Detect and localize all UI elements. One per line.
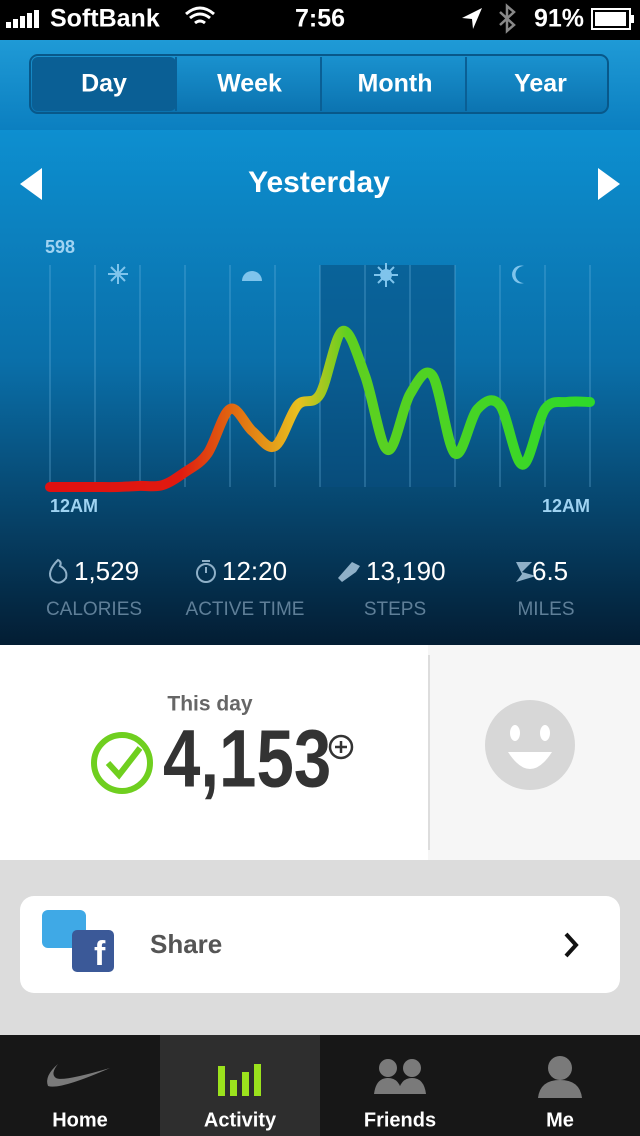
segment-dividers bbox=[175, 57, 467, 111]
smiley-mouth bbox=[508, 752, 552, 769]
period-tab[interactable]: Year bbox=[514, 70, 567, 98]
goal-check bbox=[105, 746, 143, 780]
bluetooth-icon bbox=[499, 3, 516, 34]
home-icon bbox=[47, 1064, 110, 1087]
activity-line bbox=[45, 326, 595, 493]
x-label: 12AM bbox=[50, 496, 98, 516]
next-arrow[interactable] bbox=[598, 168, 620, 200]
x-label: 12AM bbox=[542, 496, 590, 516]
prev-arrow[interactable] bbox=[20, 168, 42, 200]
tab-label[interactable]: Activity bbox=[204, 1109, 277, 1131]
carrier: SoftBank bbox=[50, 5, 160, 33]
battery-level bbox=[595, 12, 626, 26]
y-tick-label: 598 bbox=[45, 237, 75, 257]
tab-selected bbox=[160, 1035, 320, 1136]
wifi-icon bbox=[185, 6, 215, 25]
stat-value: 13,190 bbox=[366, 556, 446, 586]
period-tab[interactable]: Month bbox=[358, 70, 433, 98]
battery-icon bbox=[591, 8, 631, 30]
battery-text: 91% bbox=[534, 5, 584, 33]
stat-value: 1,529 bbox=[74, 556, 139, 586]
facebook-icon bbox=[72, 930, 114, 972]
plus-icon[interactable] bbox=[328, 734, 354, 760]
period-tab[interactable]: Day bbox=[81, 70, 127, 98]
share-chevron bbox=[564, 932, 579, 958]
time-icons bbox=[108, 263, 524, 287]
status-bar bbox=[0, 0, 640, 40]
friends-icon bbox=[374, 1059, 426, 1094]
clock: 7:56 bbox=[295, 5, 345, 33]
summary-label: This day bbox=[167, 693, 253, 716]
stat-value: 12:20 bbox=[222, 556, 287, 586]
stat-label: CALORIES bbox=[46, 599, 142, 620]
grid bbox=[49, 265, 591, 487]
plus-sign bbox=[335, 741, 347, 753]
date-title: Yesterday bbox=[248, 166, 390, 199]
period-tab[interactable]: Week bbox=[217, 70, 282, 98]
tab-label[interactable]: Home bbox=[52, 1109, 108, 1131]
battery-tip bbox=[631, 15, 634, 23]
tab-label[interactable]: Friends bbox=[364, 1109, 436, 1131]
stat-icons bbox=[49, 558, 536, 584]
tab-label[interactable]: Me bbox=[546, 1109, 574, 1131]
smiley bbox=[485, 700, 575, 790]
goal-check-ring bbox=[91, 732, 153, 794]
facebook-f: f bbox=[94, 935, 106, 973]
stat-value: 6.5 bbox=[532, 556, 568, 586]
smiley-eye bbox=[540, 725, 550, 741]
share-label: Share bbox=[150, 929, 222, 959]
fuel-value: 4,153 bbox=[163, 712, 331, 804]
stat-label: STEPS bbox=[364, 599, 426, 620]
smiley-eye bbox=[510, 725, 520, 741]
me-icon bbox=[538, 1056, 582, 1098]
selected-segment bbox=[32, 57, 176, 111]
share-button[interactable] bbox=[20, 896, 620, 993]
stat-label: MILES bbox=[517, 599, 574, 620]
location-icon bbox=[462, 8, 482, 29]
signal bbox=[6, 10, 39, 28]
stat-label: ACTIVE TIME bbox=[186, 599, 305, 620]
activity-icon bbox=[218, 1064, 261, 1096]
